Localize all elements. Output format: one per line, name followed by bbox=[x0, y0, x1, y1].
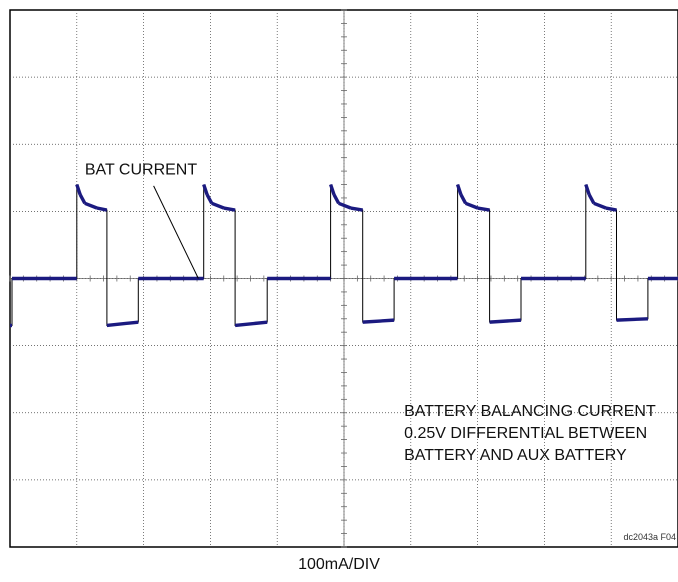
trace-segment bbox=[332, 193, 341, 205]
trace-segment bbox=[202, 183, 209, 196]
annotation-text: BAT CURRENT bbox=[85, 161, 198, 178]
annotation-arrow bbox=[153, 185, 199, 279]
annotation-line: BAT CURRENT bbox=[85, 161, 198, 178]
trace-segment bbox=[106, 320, 139, 328]
trace-segment bbox=[223, 206, 236, 212]
figure-id: dc2043a F04 bbox=[623, 532, 676, 542]
trace-segment bbox=[234, 320, 268, 328]
trace-segment bbox=[75, 183, 82, 196]
annotation-text: BATTERY BALANCING CURRENT 0.25V DIFFERENT… bbox=[404, 403, 656, 464]
trace-segment bbox=[84, 201, 98, 210]
scale-label: 100mA/DIV bbox=[298, 556, 380, 573]
trace-segment bbox=[605, 206, 617, 212]
trace-group bbox=[10, 183, 678, 328]
trace-segment bbox=[78, 193, 87, 205]
annotation-line: BATTERY BALANCING CURRENT bbox=[404, 403, 656, 420]
trace-segment bbox=[362, 318, 395, 324]
trace-segment bbox=[329, 183, 336, 196]
trace-segment bbox=[584, 183, 591, 196]
oscilloscope-plot: BAT CURRENT BATTERY BALANCING CURRENT 0.25… bbox=[9, 9, 678, 548]
trace-segment bbox=[205, 193, 214, 205]
annotation-group: BAT CURRENT BATTERY BALANCING CURRENT 0.25… bbox=[85, 161, 656, 464]
trace-segment bbox=[616, 317, 649, 322]
trace-segment bbox=[459, 193, 468, 205]
trace-segment bbox=[211, 201, 225, 210]
trace-segment bbox=[477, 206, 490, 212]
trace-segment bbox=[593, 201, 607, 210]
annotation-line: 0.25V DIFFERENTIAL BETWEEN bbox=[404, 425, 647, 442]
trace-segment bbox=[587, 193, 596, 205]
trace-segment bbox=[489, 318, 522, 324]
annotation-line: BATTERY AND AUX BATTERY bbox=[404, 447, 627, 464]
trace-segment bbox=[455, 183, 463, 196]
trace-segment bbox=[464, 201, 479, 210]
trace-segment bbox=[96, 206, 108, 212]
grid bbox=[9, 9, 678, 548]
trace-segment bbox=[350, 206, 363, 212]
trace-segment bbox=[338, 201, 352, 210]
